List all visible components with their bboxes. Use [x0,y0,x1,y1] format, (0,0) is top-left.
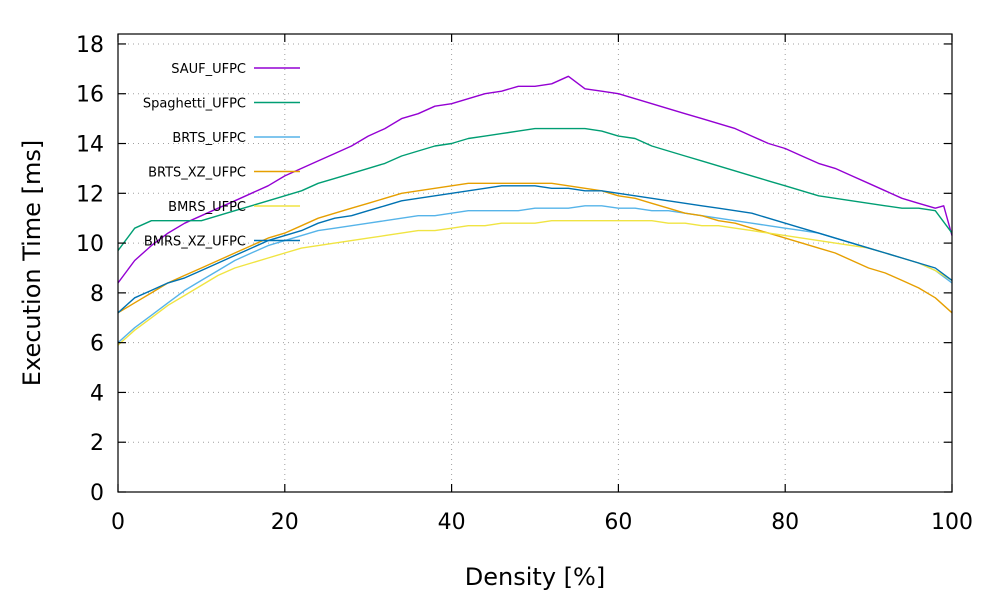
series-line-spaghetti-ufpc [117,127,953,252]
x-axis-title: Density [%] [465,563,605,591]
x-tick-label: 80 [771,510,799,535]
series-line-sauf-ufpc [117,75,953,284]
x-tick-label: 100 [931,510,973,535]
x-tick-label: 0 [111,510,125,535]
y-tick-label: 8 [90,282,104,307]
legend-label: BRTS_UFPC [172,131,246,146]
y-axis-title: Execution Time [ms] [18,140,46,386]
series-line-bmrs-ufpc [117,219,953,346]
y-tick-label: 16 [76,83,104,108]
legend-label: SAUF_UFPC [171,62,246,77]
x-tick-label: 40 [438,510,466,535]
y-tick-label: 0 [90,481,104,506]
series-line-brts-xz-ufpc [117,182,953,314]
series-line-bmrs-xz-ufpc [117,185,953,314]
series-line-brts-ufpc [117,205,953,344]
y-tick-label: 4 [90,381,104,406]
series-lines [117,75,953,346]
legend-label: Spaghetti_UFPC [143,97,246,112]
y-tick-label: 2 [90,431,104,456]
y-tick-label: 14 [76,133,104,158]
y-tick-label: 10 [76,232,104,257]
grid [118,34,952,492]
legend-label: BRTS_XZ_UFPC [148,166,246,181]
x-tick-label: 60 [604,510,632,535]
legend-label: BMRS_UFPC [168,200,246,215]
x-tick-label: 20 [271,510,299,535]
plot-frame [117,33,953,493]
legend-label: BMRS_XZ_UFPC [144,235,246,250]
y-tick-label: 6 [90,332,104,357]
y-tick-label: 12 [76,182,104,207]
y-tick-label: 18 [76,33,104,58]
legend: SAUF_UFPC Spaghetti_UFPC BRTS_UFPC BRTS_XZ_… [143,62,300,250]
axis-ticks: 0 2 4 6 8 10 12 14 16 18 0 20 40 60 80 100 [76,33,973,535]
